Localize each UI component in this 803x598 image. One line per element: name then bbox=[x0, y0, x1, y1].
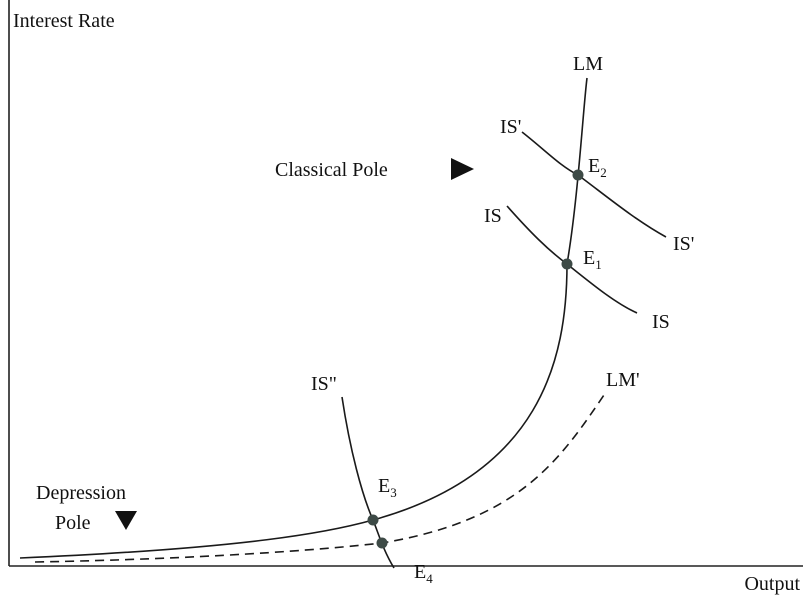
e4-point bbox=[376, 537, 388, 549]
e4-label: E4 bbox=[414, 561, 433, 586]
lm-label: LM bbox=[573, 53, 603, 75]
e3-label: E3 bbox=[378, 475, 397, 500]
is-prime-curve bbox=[521, 131, 667, 238]
is-label-bottom: IS bbox=[652, 311, 670, 333]
lm-prime-curve bbox=[34, 391, 607, 563]
e3-point bbox=[367, 514, 379, 526]
is-curve bbox=[506, 205, 638, 314]
e2-point bbox=[572, 169, 584, 181]
is-double-prime-label: IS" bbox=[311, 373, 337, 395]
is-prime-label-bottom: IS' bbox=[673, 233, 694, 255]
depression-pole-label-line1: Depression bbox=[36, 482, 126, 504]
depression-pole-label-line2: Pole bbox=[55, 512, 91, 534]
e1-label: E1 bbox=[583, 247, 602, 272]
classical-pole-right-arrow-icon bbox=[451, 158, 474, 180]
x-axis-label: Output bbox=[744, 573, 800, 595]
is-prime-label-top: IS' bbox=[500, 116, 521, 138]
lm-curve bbox=[19, 77, 588, 559]
y-axis-label: Interest Rate bbox=[13, 10, 115, 32]
e2-label: E2 bbox=[588, 155, 607, 180]
classical-pole-label: Classical Pole bbox=[275, 159, 388, 181]
depression-pole-down-arrow-icon bbox=[115, 511, 137, 530]
e1-point bbox=[561, 258, 573, 270]
is-label-top: IS bbox=[484, 205, 502, 227]
lm-prime-label: LM' bbox=[606, 369, 640, 391]
